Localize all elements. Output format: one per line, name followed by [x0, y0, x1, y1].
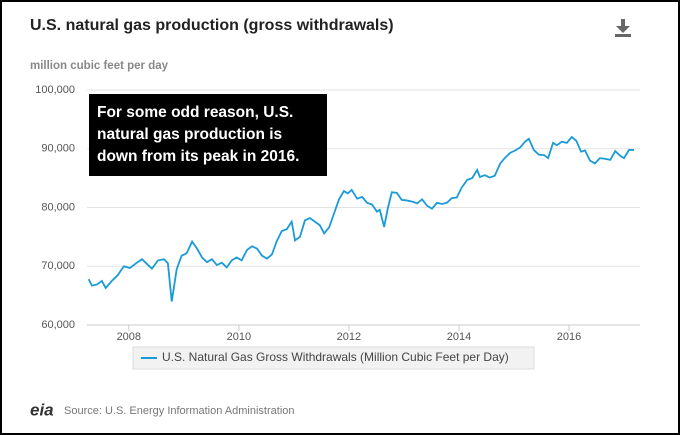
y-tick-label: 60,000: [41, 319, 75, 331]
legend-box: [132, 346, 535, 370]
y-tick-label: 70,000: [41, 260, 75, 272]
y-axis-label: million cubic feet per day: [30, 60, 169, 72]
x-tick-label: 2012: [337, 331, 361, 343]
y-tick-label: 90,000: [41, 143, 75, 155]
legend-label: U.S. Natural Gas Gross Withdrawals (Mill…: [162, 350, 509, 364]
logo: eia: [30, 400, 54, 419]
x-tick-label: 2010: [227, 331, 251, 343]
annotation: For some odd reason, U.S. natural gas pr…: [89, 94, 327, 176]
y-tick-label: 100,000: [35, 84, 75, 96]
download-icon[interactable]: [615, 19, 631, 37]
x-tick-label: 2008: [117, 331, 141, 343]
y-tick-label: 80,000: [41, 201, 75, 213]
x-tick-label: 2014: [447, 331, 471, 343]
source: Source: U.S. Energy Information Administ…: [64, 405, 295, 417]
x-tick-label: 2016: [557, 331, 581, 343]
line: [87, 135, 634, 302]
chart-title: U.S. natural gas production (gross withd…: [30, 17, 394, 34]
